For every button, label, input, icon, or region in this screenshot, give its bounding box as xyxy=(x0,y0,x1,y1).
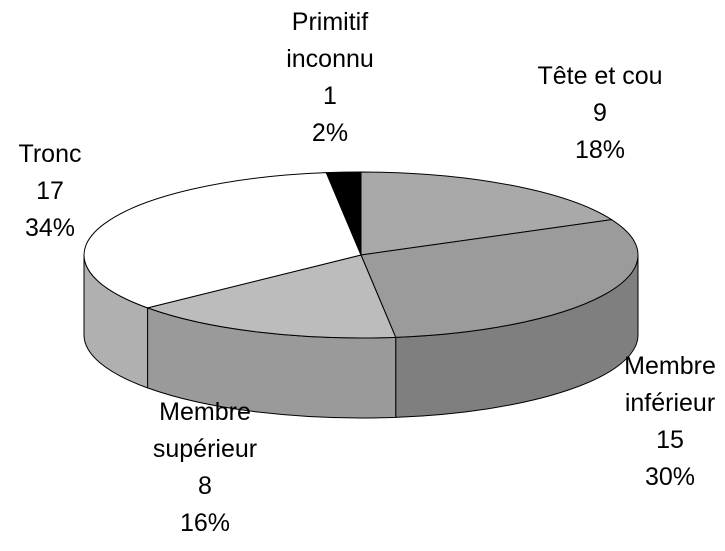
slice-label: Tête et cou 9 18% xyxy=(500,58,700,169)
value-label: 18% xyxy=(574,136,626,164)
count-label: 17 xyxy=(36,177,64,205)
category-label: Tête et cou xyxy=(537,62,663,90)
category-label: Membre inférieur xyxy=(624,352,716,417)
value-label: 16% xyxy=(179,509,231,537)
pie-slice xyxy=(360,171,614,256)
count-label: 15 xyxy=(656,426,684,454)
category-label: Tronc xyxy=(18,140,82,168)
pie-slice xyxy=(360,219,639,338)
slice-label: Membre supérieur 8 16% xyxy=(130,394,280,542)
count-label: 8 xyxy=(198,472,212,500)
pie-slice xyxy=(83,172,362,309)
value-label: 30% xyxy=(644,463,696,491)
count-label: 1 xyxy=(323,82,337,110)
count-label: 9 xyxy=(593,99,607,127)
category-label: Primitif inconnu xyxy=(286,8,374,73)
slice-label: Primitif inconnu 1 2% xyxy=(265,4,395,152)
category-label: Membre supérieur xyxy=(152,398,258,463)
pie-sides xyxy=(83,254,639,419)
pie-slice xyxy=(325,171,362,256)
pie-slice xyxy=(145,254,397,339)
slice-label: Membre inférieur 15 30% xyxy=(615,348,725,496)
value-label: 34% xyxy=(24,214,76,242)
value-label: 2% xyxy=(311,119,349,147)
slice-label: Tronc 17 34% xyxy=(0,136,100,247)
pie-tops xyxy=(83,171,639,339)
